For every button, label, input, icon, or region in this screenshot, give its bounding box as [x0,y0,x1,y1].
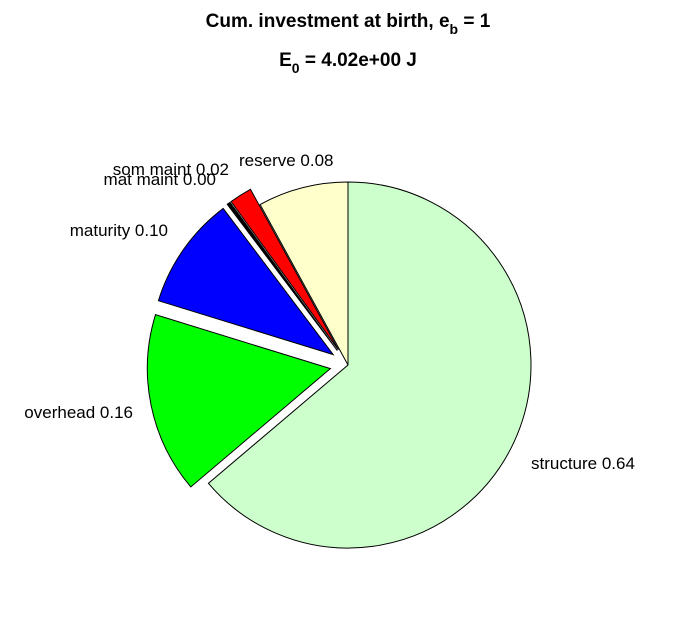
pie-label-structure: structure 0.64 [531,454,635,473]
pie-label-mat-maint: mat maint 0.00 [104,170,216,189]
pie-label-overhead: overhead 0.16 [24,403,133,422]
chart-title-main: Cum. investment at birth, e [206,11,450,32]
pie-slices [146,181,532,549]
chart-title: Cum. investment at birth, eb = 1 [206,11,491,37]
chart-subtitle-tail: = 4.02e+00 J [300,50,417,71]
chart-subtitle: E0 = 4.02e+00 J [279,50,417,76]
pie-slice-som-maint [230,188,339,351]
chart-title-tail: = 1 [458,11,491,32]
pie-label-som-maint: som maint 0.02 [113,160,229,179]
pie-label-reserve: reserve 0.08 [239,151,334,170]
pie-labels: structure 0.64 overhead 0.16 maturity 0.10… [24,151,635,473]
chart-subtitle-main: E [279,50,292,71]
chart-subtitle-sub: 0 [292,60,300,76]
pie-slice-structure [207,181,532,549]
pie-slice-mat-maint [226,201,338,351]
pie-slice-reserve [259,181,349,366]
pie-slice-overhead [146,314,332,488]
pie-label-maturity: maturity 0.10 [70,221,168,240]
pie-slice-maturity [157,207,335,356]
chart-title-sub: b [450,21,459,37]
